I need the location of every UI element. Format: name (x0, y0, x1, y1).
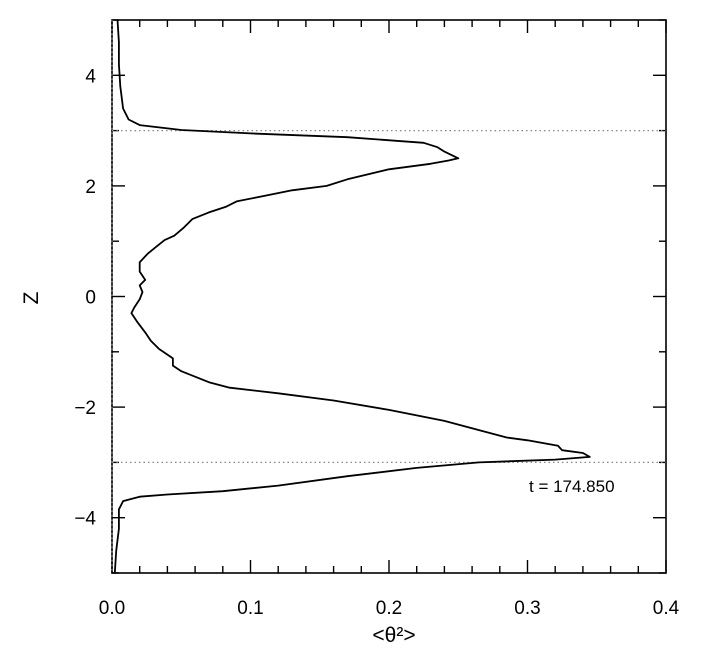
y-tick-label: 0 (85, 288, 96, 309)
x-tick-label: 0.2 (376, 598, 402, 619)
x-axis-label: <θ²> (372, 624, 415, 647)
y-tick-label: 2 (85, 177, 96, 198)
y-axis-label: Z (20, 291, 43, 304)
x-tick-label: 0.1 (237, 598, 263, 619)
profile-line (113, 19, 591, 574)
x-tick-label: 0.0 (99, 598, 125, 619)
y-tick-label: −4 (74, 509, 96, 530)
y-tick-label: −2 (74, 398, 96, 419)
y-tick-label: 4 (85, 66, 96, 87)
tick-labels: 0.0 0.1 0.2 0.3 0.4 −4 −2 0 2 4 (74, 66, 679, 619)
time-annotation: t = 174.850 (529, 477, 615, 496)
x-tick-label: 0.4 (653, 598, 680, 619)
series-layer (113, 19, 591, 574)
x-tick-label: 0.3 (514, 598, 540, 619)
